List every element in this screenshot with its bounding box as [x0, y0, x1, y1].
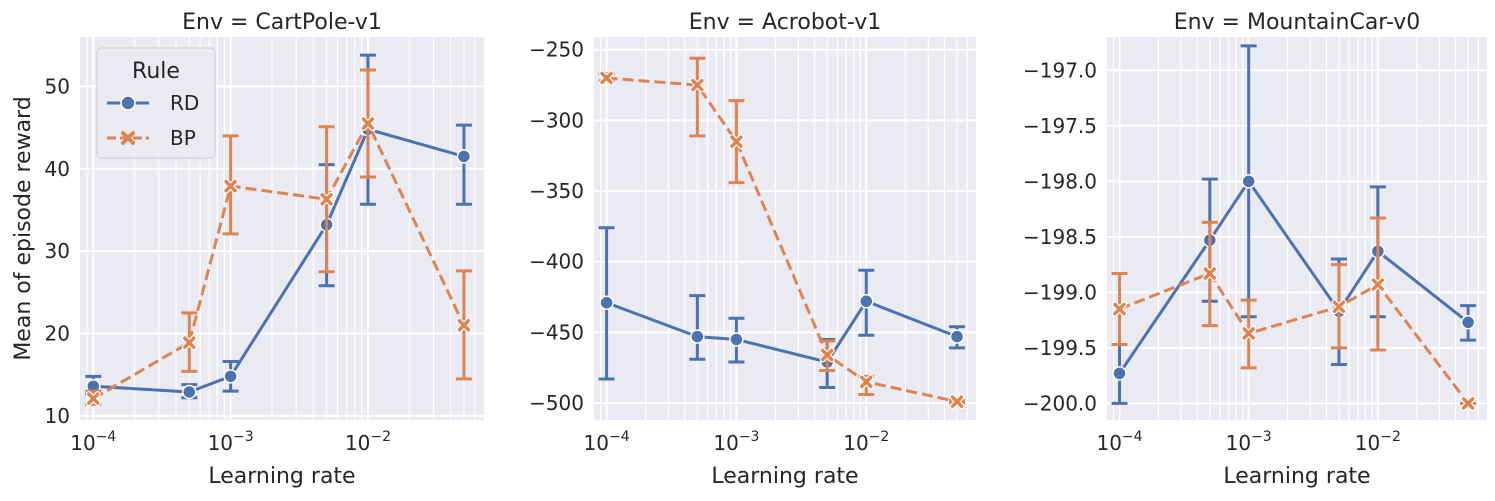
x-tick-label: 10−4 — [1096, 429, 1142, 455]
data-point — [689, 77, 705, 93]
y-tick-label: 50 — [45, 74, 70, 98]
data-point — [1241, 174, 1256, 189]
data-point — [859, 294, 874, 309]
series-line — [1118, 271, 1470, 405]
y-tick-label: −197.0 — [1023, 58, 1097, 82]
y-tick-label: −199.5 — [1023, 336, 1097, 360]
y-tick-label: −197.5 — [1023, 114, 1097, 138]
data-point — [1202, 265, 1218, 281]
x-tick-label: 10−2 — [345, 429, 391, 455]
x-tick-label: 10−2 — [843, 429, 889, 455]
x-tick-label: 10−3 — [208, 429, 254, 455]
legend: Rule RD BP — [96, 47, 216, 159]
data-point — [456, 317, 472, 333]
series-bp — [85, 68, 472, 407]
data-point — [223, 369, 238, 384]
x-tick-label: 10−3 — [1226, 429, 1272, 455]
plot-area — [1107, 37, 1487, 420]
y-tick-label: −198.5 — [1023, 225, 1097, 249]
series-line — [606, 76, 958, 404]
data-point — [949, 329, 965, 344]
legend-frame — [96, 47, 216, 159]
chart-panel-1: 10−4 10−3 10−2 10 20 30 40 50 Env = CartPole-v1 L… — [11, 10, 484, 489]
data-point — [1112, 301, 1128, 317]
data-point — [182, 384, 197, 400]
chart-title: Env = CartPole-v1 — [182, 10, 382, 35]
x-axis-label: Learning rate — [208, 464, 355, 489]
legend-label-bp: BP — [170, 126, 196, 150]
chart-panel-3: 10−4 10−3 10−2 −200.0 −199.5 −199.0 −198.5 −198… — [1023, 10, 1487, 489]
series-line — [606, 299, 958, 364]
legend-marker — [120, 95, 136, 111]
x-axis-label: Learning rate — [1223, 464, 1370, 489]
y-tick-label: −200.0 — [1023, 391, 1097, 415]
y-tick-label: 20 — [45, 322, 70, 346]
data-point — [1460, 315, 1476, 330]
x-tick-label: 10−4 — [584, 429, 630, 455]
data-point — [1112, 366, 1127, 381]
data-point — [729, 332, 744, 347]
series-line — [92, 121, 466, 400]
legend-marker — [121, 131, 135, 145]
y-tick-label: −450 — [529, 320, 584, 344]
y-tick-label: −400 — [529, 250, 584, 274]
series-line — [93, 127, 465, 394]
legend-label-rd: RD — [170, 91, 199, 115]
legend-title: Rule — [132, 59, 180, 84]
y-tick-label: 40 — [45, 157, 70, 181]
data-point — [360, 115, 376, 131]
y-tick-label: 10 — [45, 404, 70, 428]
x-tick-label: 10−2 — [1355, 429, 1401, 455]
data-point — [599, 295, 614, 310]
data-point — [949, 394, 965, 410]
series-bp — [598, 56, 966, 410]
data-point — [858, 374, 874, 390]
x-tick-label: 10−3 — [713, 429, 759, 455]
data-point — [223, 178, 239, 194]
data-point — [1370, 277, 1386, 293]
series-bp — [1111, 216, 1477, 411]
y-axis-label: Mean of episode reward — [11, 96, 36, 360]
data-point — [1331, 299, 1347, 315]
y-tick-label: −199.0 — [1023, 280, 1097, 304]
data-point — [456, 149, 472, 164]
plot-area — [594, 37, 976, 420]
data-point — [181, 335, 197, 351]
x-axis-label: Learning rate — [711, 464, 858, 489]
data-point — [1241, 325, 1257, 341]
y-tick-label: −300 — [529, 108, 584, 132]
y-tick-label: −350 — [529, 179, 584, 203]
chart-title: Env = MountainCar-v0 — [1174, 10, 1421, 35]
y-tick-label: 30 — [45, 239, 70, 263]
y-tick-label: −250 — [529, 38, 584, 62]
y-tick-label: −500 — [529, 391, 584, 415]
data-point — [599, 70, 615, 86]
y-tick-label: −198.0 — [1023, 169, 1097, 193]
series-line — [1118, 179, 1470, 375]
data-point — [728, 134, 744, 150]
data-point — [85, 391, 101, 407]
data-point — [690, 329, 705, 344]
data-point — [1460, 395, 1476, 411]
chart-title: Env = Acrobot-v1 — [689, 10, 881, 35]
data-point — [819, 347, 835, 363]
data-point — [319, 191, 335, 207]
series-rd — [1111, 44, 1477, 405]
x-tick-label: 10−4 — [70, 429, 116, 455]
chart-panel-2: 10−4 10−3 10−2 −500 −450 −400 −350 −300 −250 Env … — [529, 10, 976, 489]
